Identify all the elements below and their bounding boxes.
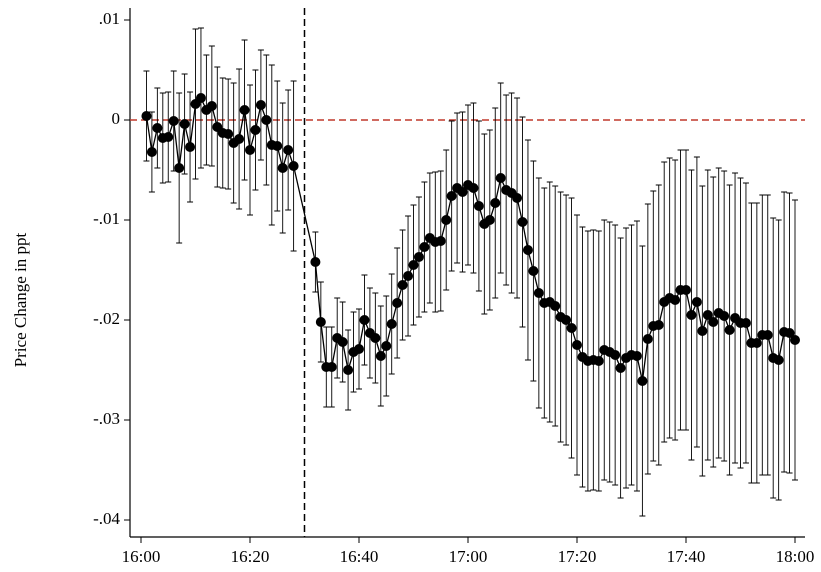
- point: [326, 362, 337, 372]
- point: [550, 301, 561, 311]
- y-tick-label: -.04: [93, 509, 120, 528]
- point: [446, 191, 457, 201]
- point: [670, 295, 681, 305]
- point: [288, 161, 299, 171]
- point: [359, 315, 370, 325]
- point: [681, 285, 691, 295]
- point: [315, 317, 326, 327]
- point: [223, 129, 234, 139]
- x-tick-label: 18:00: [776, 547, 815, 566]
- point: [522, 245, 533, 255]
- point: [637, 376, 648, 386]
- point: [615, 363, 626, 373]
- point: [773, 355, 784, 365]
- point: [495, 173, 506, 183]
- point: [185, 142, 196, 152]
- point: [702, 310, 713, 320]
- point: [653, 320, 664, 330]
- point: [719, 311, 730, 321]
- point: [790, 335, 800, 345]
- x-tick-label: 17:00: [449, 547, 488, 566]
- point: [403, 271, 414, 281]
- point: [593, 356, 604, 366]
- point: [141, 111, 152, 121]
- point: [370, 333, 381, 343]
- x-tick-label: 17:40: [667, 547, 706, 566]
- y-tick-label: -.03: [93, 409, 120, 428]
- point: [397, 280, 408, 290]
- point: [375, 351, 386, 361]
- point: [642, 334, 653, 344]
- y-tick-label: -.01: [93, 209, 120, 228]
- point: [419, 242, 430, 252]
- point: [386, 319, 397, 329]
- point: [528, 266, 539, 276]
- point: [206, 101, 217, 111]
- point: [784, 328, 795, 338]
- point: [354, 344, 364, 354]
- point: [468, 183, 479, 193]
- point: [310, 257, 321, 267]
- point: [517, 217, 528, 227]
- point: [261, 115, 272, 125]
- point: [239, 105, 250, 115]
- x-tick-label: 17:20: [558, 547, 597, 566]
- point: [272, 141, 283, 151]
- point: [435, 236, 446, 246]
- point: [174, 163, 185, 173]
- point: [283, 145, 294, 155]
- point: [392, 298, 403, 308]
- point: [566, 323, 577, 333]
- point: [152, 123, 163, 133]
- y-tick-label: .01: [99, 9, 120, 28]
- y-axis-label: Price Change in ppt: [11, 232, 30, 367]
- point: [631, 351, 642, 361]
- point: [708, 317, 719, 327]
- point: [245, 145, 255, 155]
- point: [691, 297, 702, 307]
- x-tick-label: 16:40: [340, 547, 379, 566]
- point: [168, 116, 179, 126]
- point: [512, 193, 523, 203]
- point: [610, 350, 621, 360]
- x-tick-label: 16:20: [231, 547, 270, 566]
- point: [457, 187, 468, 197]
- point: [473, 201, 484, 211]
- point: [146, 147, 157, 157]
- point: [343, 365, 354, 375]
- point: [234, 134, 245, 144]
- point: [740, 318, 751, 328]
- point: [195, 93, 206, 103]
- x-tick-label: 16:00: [122, 547, 161, 566]
- point: [561, 315, 572, 325]
- point: [179, 119, 190, 129]
- point: [413, 252, 424, 262]
- y-tick-label: -.02: [93, 309, 120, 328]
- point: [163, 132, 174, 142]
- point: [408, 260, 419, 270]
- point: [533, 288, 544, 298]
- point: [381, 341, 392, 351]
- point: [484, 215, 495, 225]
- point: [751, 338, 762, 348]
- point: [697, 326, 708, 336]
- point: [724, 325, 735, 335]
- point: [250, 125, 261, 135]
- point: [490, 198, 501, 208]
- point: [441, 215, 452, 225]
- point: [255, 100, 266, 110]
- point: [686, 310, 697, 320]
- point: [337, 337, 348, 347]
- point: [762, 330, 773, 340]
- y-tick-label: 0: [112, 109, 121, 128]
- point: [277, 163, 288, 173]
- point: [572, 340, 582, 350]
